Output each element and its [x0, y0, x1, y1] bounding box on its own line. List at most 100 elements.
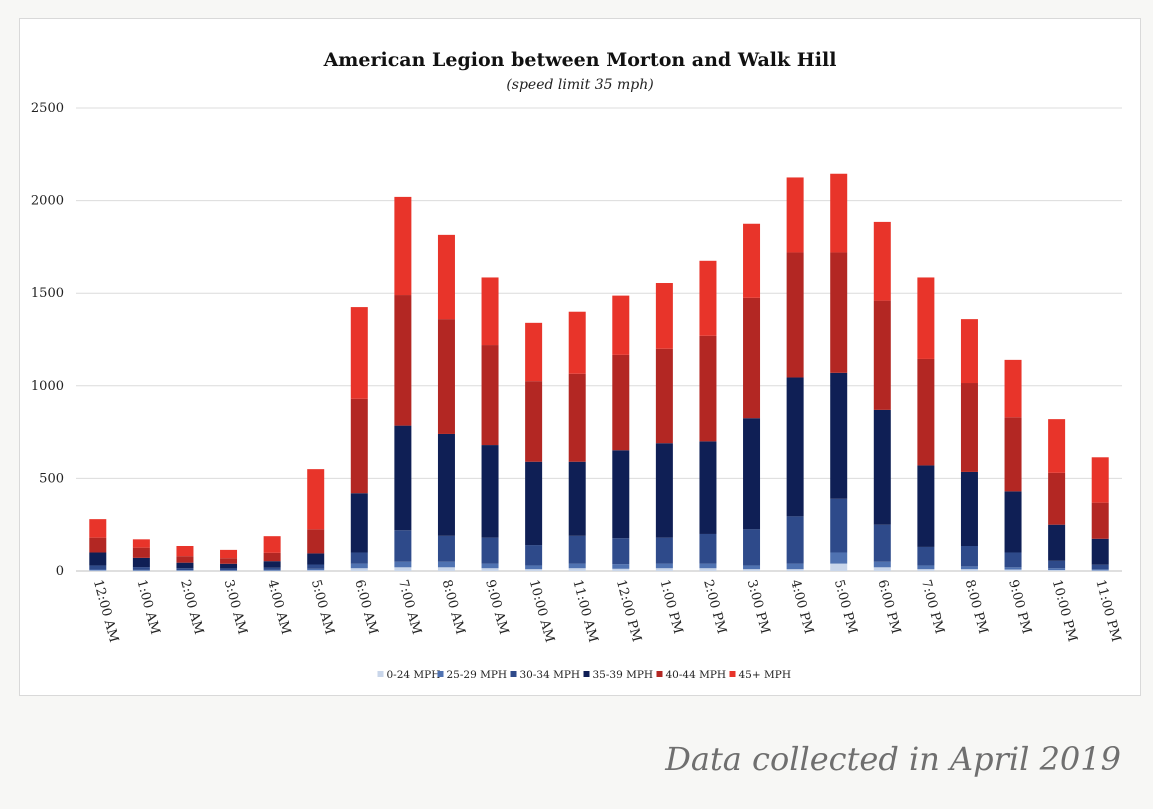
- bar-segment-35-39-mph: [525, 461, 543, 546]
- legend-label: 0-24 MPH: [387, 669, 441, 681]
- bar-segment-30-34-mph: [481, 537, 499, 564]
- bar-segment-30-34-mph: [655, 537, 673, 564]
- bar-segment-40-44-mph: [89, 537, 107, 553]
- bar-segment-35-39-mph: [743, 418, 761, 530]
- bar-segment-0-24-mph: [873, 567, 891, 571]
- bar-segment-30-34-mph: [612, 538, 630, 565]
- x-tick-label: 12:00 PM: [613, 578, 644, 643]
- bar-segment-0-24-mph: [699, 568, 717, 571]
- bar-segment-45-mph: [481, 277, 499, 346]
- bar-segment-35-39-mph: [307, 553, 325, 565]
- bar-segment-30-34-mph: [1004, 552, 1022, 568]
- bar-segment-35-39-mph: [437, 433, 455, 536]
- x-tick-label: 7:00 PM: [918, 578, 947, 635]
- chart-frame: 0 500 1000 1500 2000 2500 12:00 AM 1:00 AM 2:00…: [19, 18, 1141, 696]
- legend-swatch: [377, 671, 384, 677]
- bar-segment-40-44-mph: [699, 335, 717, 442]
- bar-segment-30-34-mph: [960, 545, 978, 567]
- x-tick-label: 1:00 PM: [657, 578, 686, 635]
- bar-segment-25-29-mph: [220, 570, 238, 571]
- x-tick-label: 10:00 PM: [1049, 578, 1080, 643]
- bar-segment-35-39-mph: [873, 409, 891, 525]
- bar-segment-25-29-mph: [655, 563, 673, 569]
- bar-segment-40-44-mph: [307, 529, 325, 554]
- bar-segment-25-29-mph: [481, 563, 499, 569]
- y-tick-label: 2500: [31, 101, 64, 116]
- x-axis-tick-labels: 12:00 AM 1:00 AM 2:00 AM 3:00 AM 4:00 AM 5:00…: [90, 578, 1123, 644]
- bar-segment-45-mph: [220, 549, 238, 559]
- data-caption: Data collected in April 2019: [665, 740, 1121, 778]
- bar-segment-25-29-mph: [132, 569, 150, 571]
- legend-label: 35-39 MPH: [593, 669, 654, 681]
- bar-segment-0-24-mph: [917, 569, 935, 571]
- bar-segment-45-mph: [525, 322, 543, 382]
- bar-segment-0-24-mph: [960, 569, 978, 571]
- bar-segment-45-mph: [568, 311, 586, 374]
- bar-segment-0-24-mph: [568, 568, 586, 571]
- bar-segment-45-mph: [437, 234, 455, 320]
- legend-label: 30-34 MPH: [520, 669, 581, 681]
- bar-segment-40-44-mph: [1048, 472, 1066, 525]
- bar-segment-25-29-mph: [525, 565, 543, 570]
- x-tick-label: 5:00 AM: [308, 578, 337, 636]
- bar-segment-0-24-mph: [1048, 570, 1066, 571]
- bar-segment-35-39-mph: [176, 562, 194, 569]
- bar-segment-45-mph: [1091, 457, 1109, 503]
- bar-segment-0-24-mph: [350, 568, 368, 571]
- x-tick-label: 10:00 AM: [526, 578, 557, 644]
- bar-segment-35-39-mph: [394, 425, 412, 531]
- legend-swatch: [510, 671, 517, 677]
- bar-segment-40-44-mph: [917, 358, 935, 466]
- x-tick-label: 4:00 AM: [264, 578, 293, 636]
- bar-segment-40-44-mph: [1091, 502, 1109, 539]
- bar-segment-35-39-mph: [481, 445, 499, 538]
- bar-segment-25-29-mph: [568, 563, 586, 569]
- bar-segment-25-29-mph: [1091, 569, 1109, 571]
- bar-segment-0-24-mph: [525, 569, 543, 571]
- bar-segment-30-34-mph: [1091, 564, 1109, 570]
- bar-segment-25-29-mph: [176, 570, 194, 571]
- bar-segment-45-mph: [394, 196, 412, 296]
- bar-segment-45-mph: [263, 536, 281, 553]
- y-tick-label: 1500: [31, 286, 64, 301]
- bar-segment-45-mph: [612, 295, 630, 355]
- x-tick-label: 12:00 AM: [90, 578, 121, 644]
- bar-segment-45-mph: [89, 519, 107, 538]
- bar-segment-35-39-mph: [830, 372, 848, 499]
- bar-segment-35-39-mph: [263, 561, 281, 568]
- legend-swatch: [729, 671, 736, 677]
- x-tick-label: 5:00 PM: [831, 578, 860, 635]
- bar-segment-40-44-mph: [525, 381, 543, 462]
- bar-segment-45-mph: [307, 469, 325, 530]
- bar-segment-0-24-mph: [1091, 570, 1109, 571]
- bar-segment-35-39-mph: [960, 471, 978, 546]
- bar-segment-35-39-mph: [568, 461, 586, 536]
- bar-segment-30-34-mph: [263, 567, 281, 570]
- bar-segment-25-29-mph: [873, 561, 891, 568]
- y-tick-label: 0: [56, 564, 64, 579]
- y-tick-label: 2000: [31, 194, 64, 209]
- legend-swatch: [656, 671, 663, 677]
- bar-segment-40-44-mph: [481, 345, 499, 446]
- bar-segment-40-44-mph: [568, 373, 586, 462]
- bar-segment-0-24-mph: [394, 567, 412, 571]
- bar-segment-30-34-mph: [873, 524, 891, 562]
- bar-segment-40-44-mph: [960, 383, 978, 472]
- bar-segment-25-29-mph: [350, 563, 368, 569]
- bar-segment-35-39-mph: [1004, 491, 1022, 553]
- bar-segment-35-39-mph: [655, 443, 673, 538]
- bar-segment-35-39-mph: [1091, 538, 1109, 565]
- bar-segment-25-29-mph: [437, 561, 455, 568]
- legend-swatch: [583, 671, 590, 677]
- bar-segment-30-34-mph: [307, 564, 325, 569]
- bar-segment-45-mph: [873, 221, 891, 301]
- bar-segment-25-29-mph: [743, 565, 761, 570]
- bar-segment-30-34-mph: [394, 530, 412, 562]
- bar-segment-30-34-mph: [220, 568, 238, 571]
- bar-segment-40-44-mph: [132, 547, 150, 558]
- bar-segment-35-39-mph: [1048, 524, 1066, 561]
- x-tick-label: 8:00 AM: [439, 578, 468, 636]
- bar-segment-35-39-mph: [350, 493, 368, 553]
- bar-segment-45-mph: [830, 173, 848, 253]
- bar-segment-40-44-mph: [1004, 417, 1022, 492]
